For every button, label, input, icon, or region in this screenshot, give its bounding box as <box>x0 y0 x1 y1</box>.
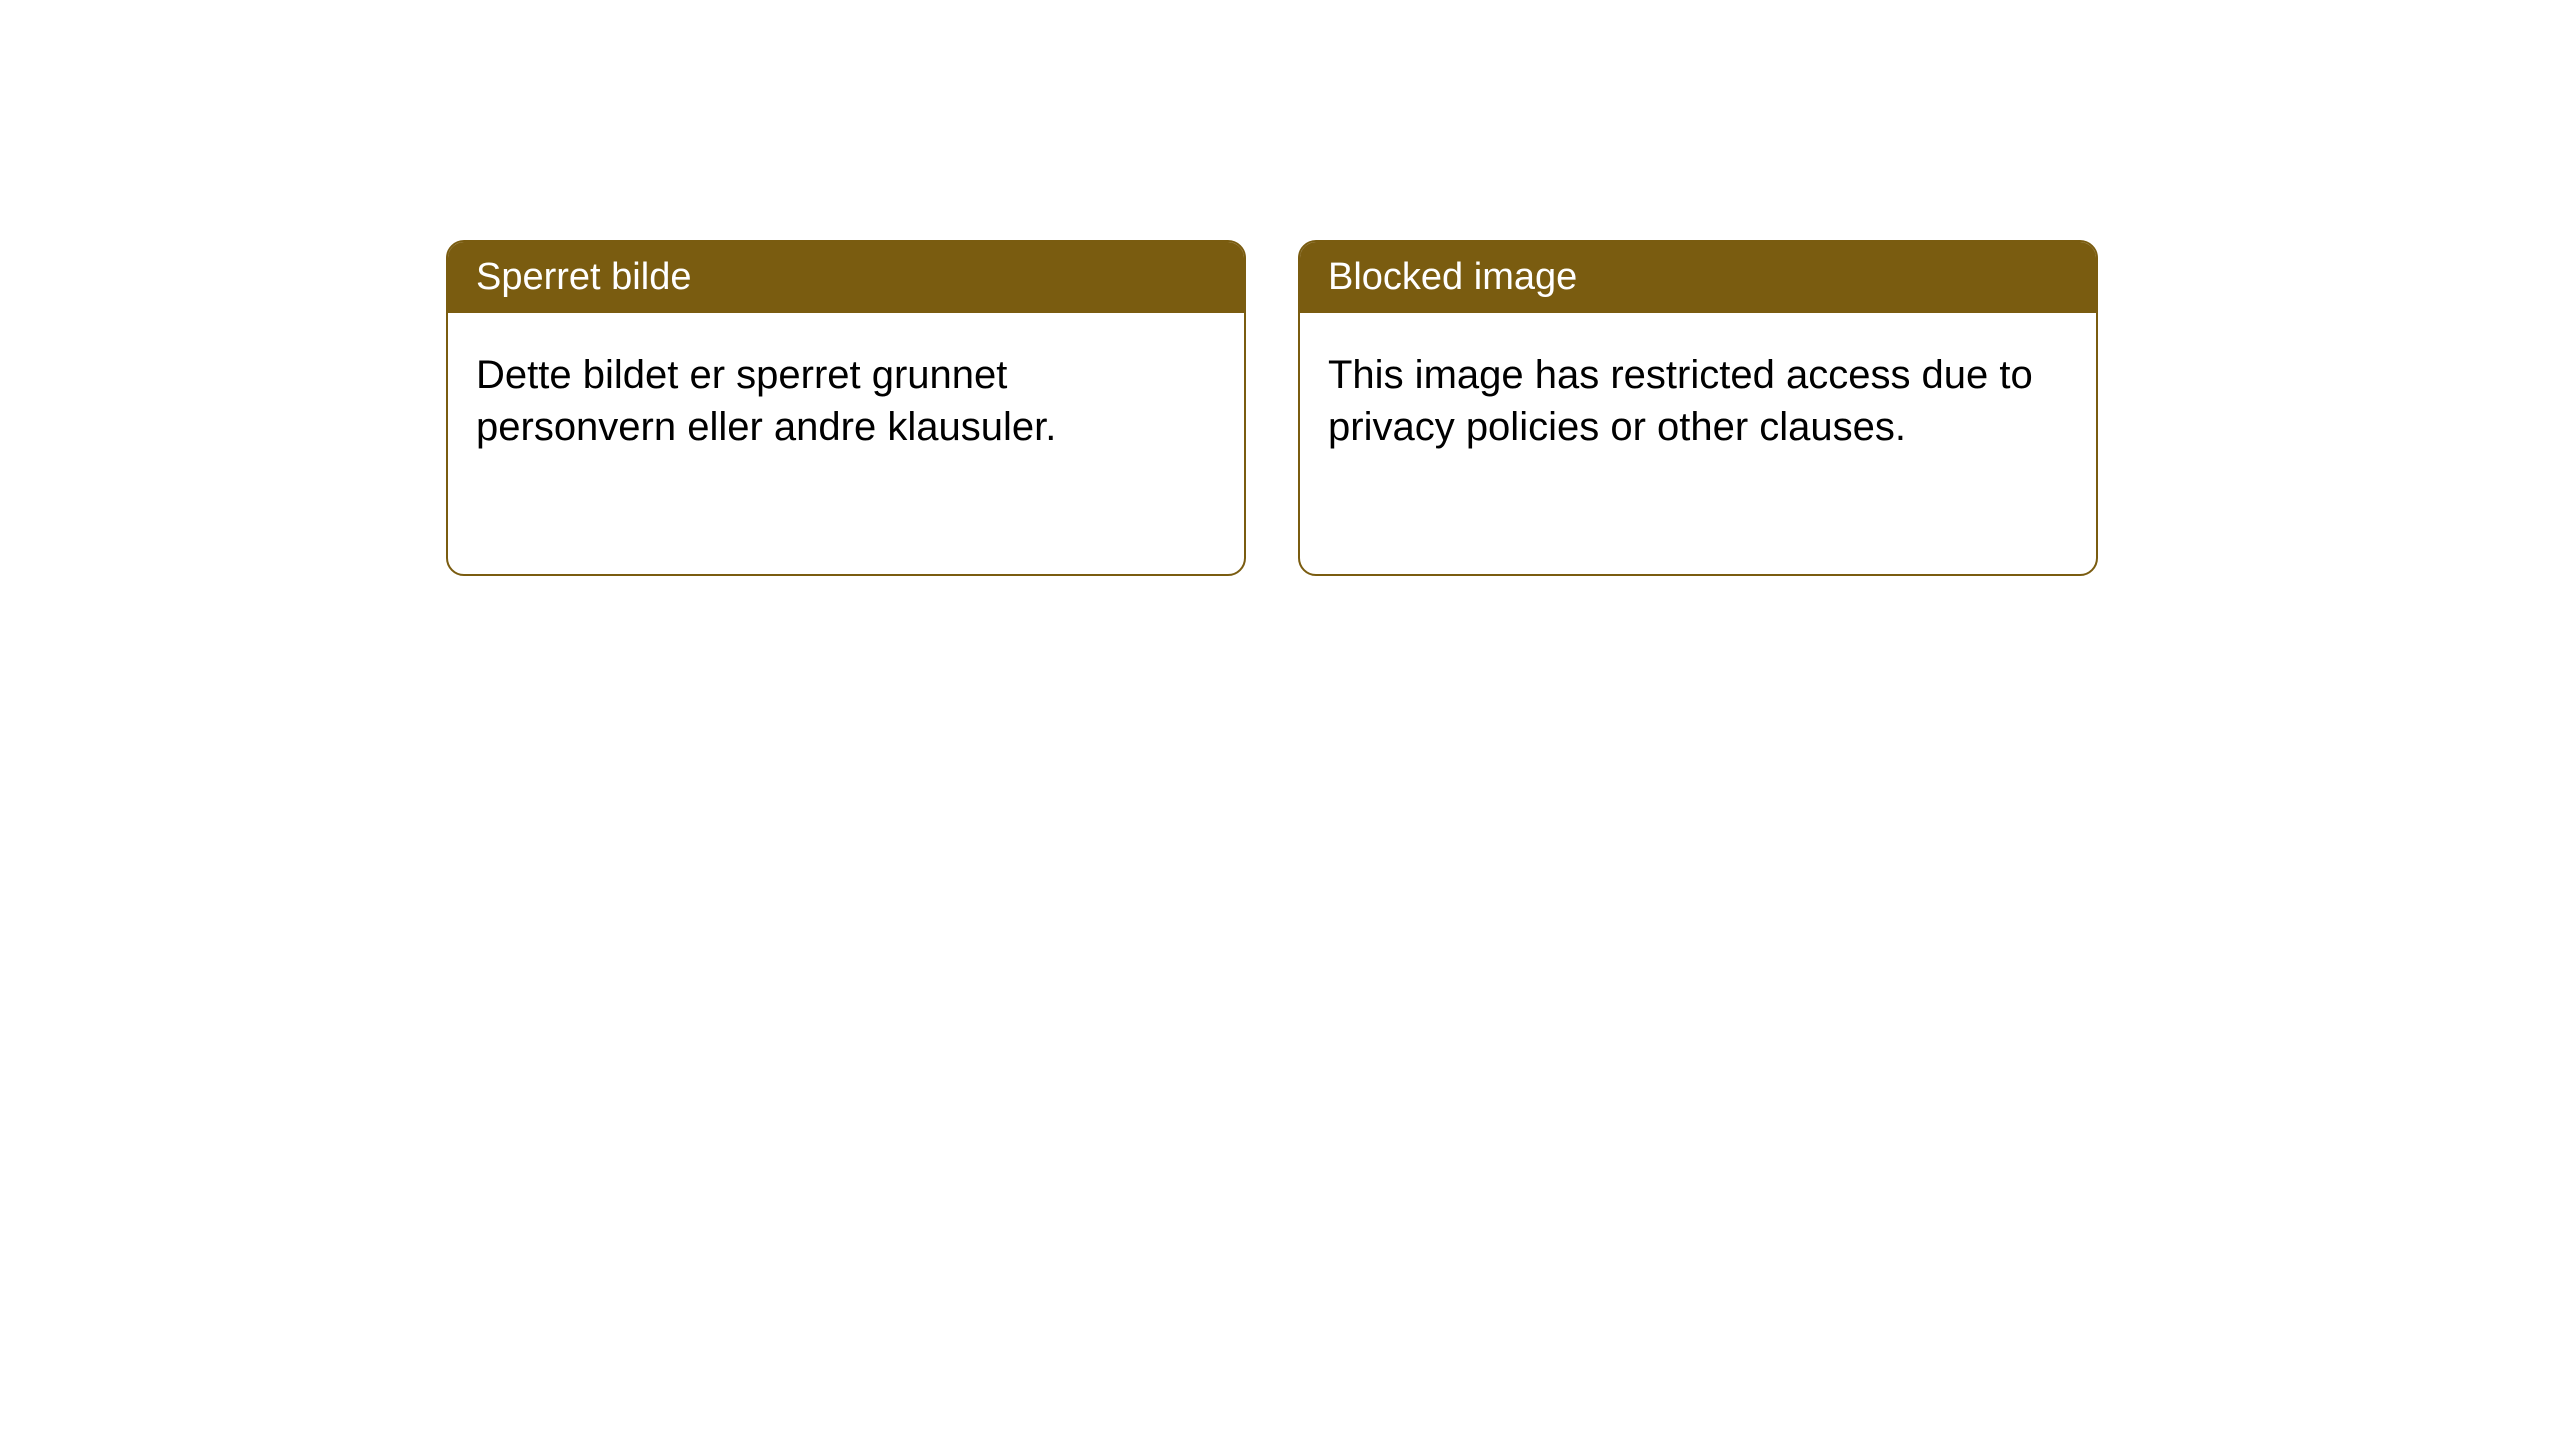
notice-body: This image has restricted access due to … <box>1300 313 2096 489</box>
notice-body: Dette bildet er sperret grunnet personve… <box>448 313 1244 489</box>
notice-header: Blocked image <box>1300 242 2096 313</box>
notice-card-no: Sperret bilde Dette bildet er sperret gr… <box>446 240 1246 576</box>
notice-card-en: Blocked image This image has restricted … <box>1298 240 2098 576</box>
notice-container: Sperret bilde Dette bildet er sperret gr… <box>446 240 2098 576</box>
notice-header: Sperret bilde <box>448 242 1244 313</box>
